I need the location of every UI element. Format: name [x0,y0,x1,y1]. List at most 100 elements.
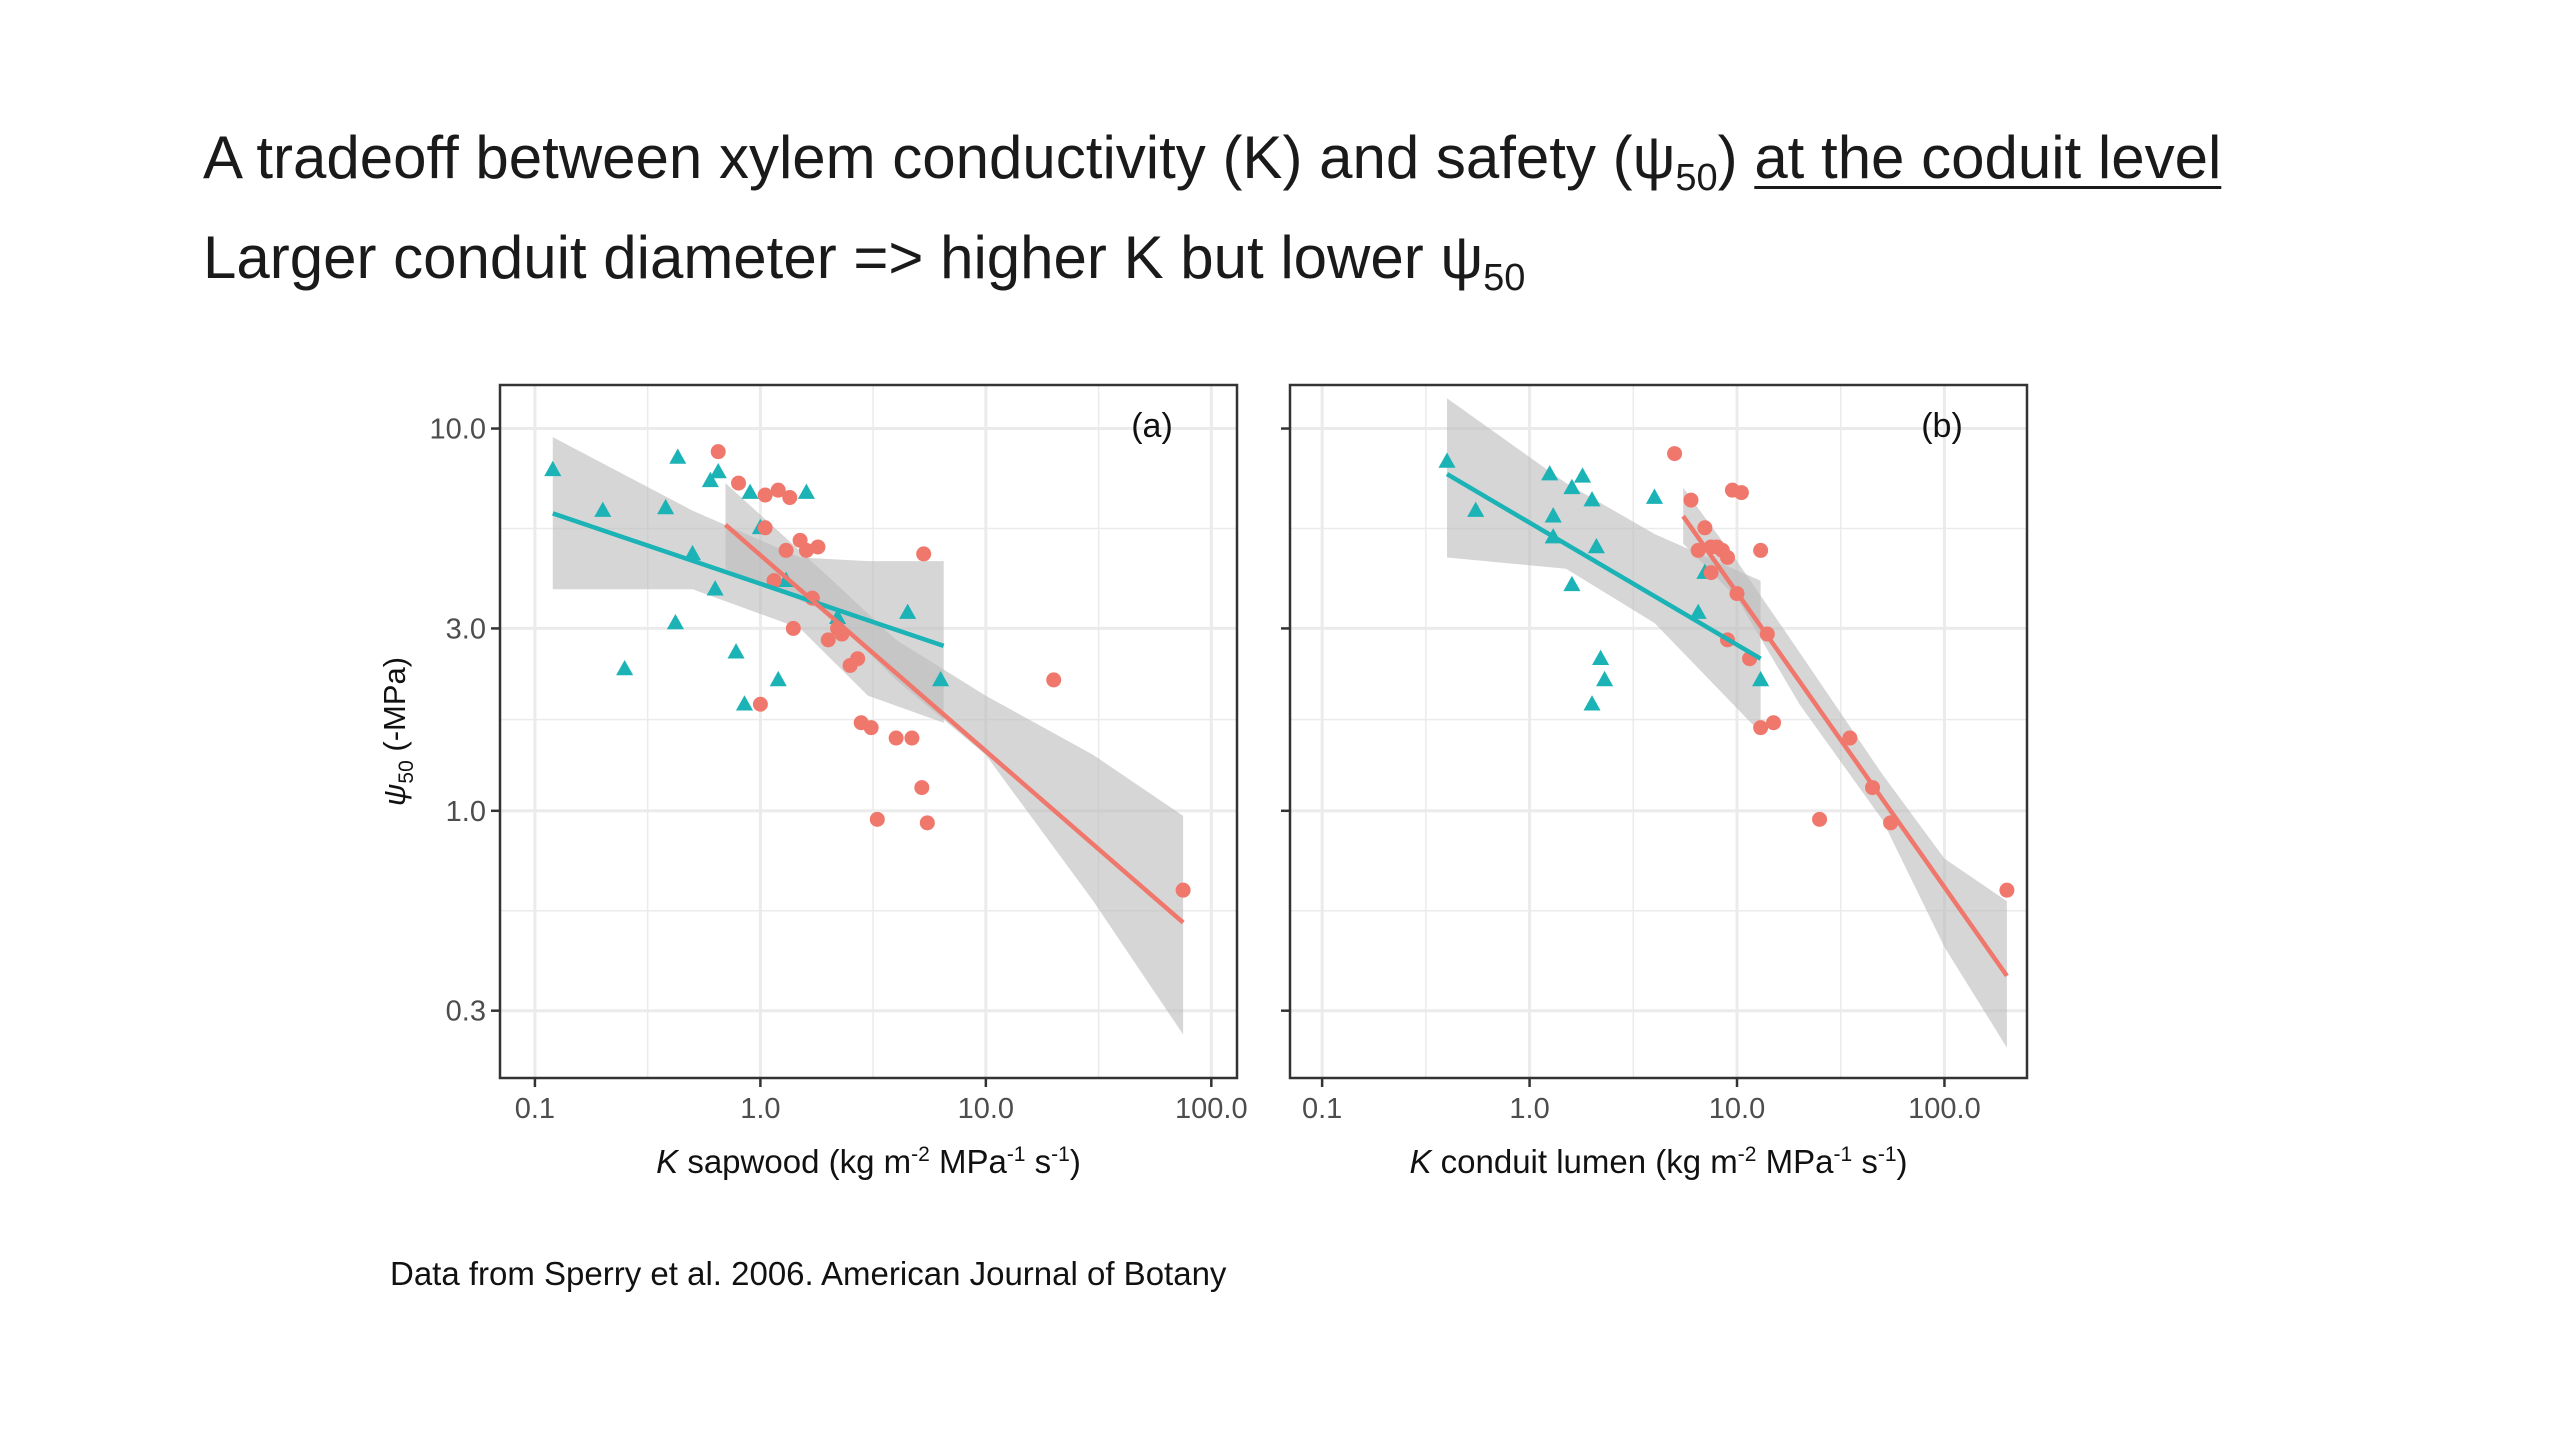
data-point-triangle [657,498,675,515]
title-line-2: Larger conduit diameter => higher K but … [203,218,2221,318]
data-point-triangle [735,695,754,711]
data-point-triangle [727,643,745,659]
slide-title: A tradeoff between xylem conductivity (K… [203,118,2221,318]
data-point-circle [1667,446,1683,462]
panel-a: 0.1 1.0 10.0 100.0 0.3 1.0 3.0 10.0 (a) K sapwood… [430,383,1248,1180]
y-tick-label: 1.0 [446,796,486,828]
x-axis-label-part: conduit lumen (kg m [1431,1143,1737,1180]
x-tick-label: 100.0 [1908,1093,1981,1125]
y-tick-label: 3.0 [446,613,486,645]
x-axis-label: K sapwood (kg m-2 MPa-1 s-1) [656,1143,1081,1180]
data-point-circle [1703,565,1719,581]
data-point-triangle [1563,575,1581,592]
x-axis-label-part: s [1026,1143,1052,1180]
data-point-triangle [1563,478,1581,495]
panel-label: (b) [1921,407,1963,445]
data-point-circle [916,546,932,562]
data-point-circle [1720,549,1736,565]
data-point-triangle [1467,501,1485,517]
x-axis-label-part: sapwood (kg m [678,1143,911,1180]
x-axis-label-part: K [656,1143,680,1180]
data-point-triangle [594,501,612,517]
y-axis-label-units: (-MPa) [377,657,412,760]
x-tick-label: 10.0 [1709,1093,1765,1125]
data-point-circle [766,573,782,589]
x-axis-label-part: -1 [1834,1143,1853,1166]
data-point-circle [1733,485,1749,501]
data-point-triangle [797,483,815,499]
data-point-circle [1753,542,1769,558]
data-point-circle [914,780,930,796]
x-axis-label-part: -1 [1007,1143,1026,1166]
x-axis-label-part: s [1852,1143,1878,1180]
data-point-triangle [899,603,917,619]
data-point-circle [810,539,826,555]
x-axis-label-part: -2 [911,1143,930,1166]
data-point-triangle [1438,452,1456,468]
data-point-circle [770,482,786,498]
title-line-1-subscript: 50 [1675,157,1718,199]
title-line-1-close: ) [1717,124,1738,191]
panel-b: 0.1 1.0 10.0 100.0(b)K conduit lumen (kg m-… [1281,383,2029,1180]
data-point-circle [863,720,879,736]
data-point-triangle [741,483,759,499]
data-point-triangle [1583,695,1601,711]
panel-border [498,383,1239,1080]
data-point-triangle [1583,491,1601,507]
x-tick-label: 1.0 [1509,1093,1549,1125]
data-point-circle [1683,492,1699,508]
data-point-triangle [1544,507,1562,523]
x-axis-label-part: K [1409,1143,1433,1180]
data-point-circle [888,730,904,746]
data-point-triangle [666,613,684,630]
data-point-triangle [701,471,719,488]
data-point-circle [752,696,768,712]
data-point-triangle [1645,488,1664,504]
x-tick-label: 100.0 [1175,1093,1248,1125]
y-axis-label-text: ψ50 (-MPa) [377,657,418,806]
y-axis-label-symbol: ψ [377,784,412,807]
data-point-triangle [1587,537,1605,554]
data-point-triangle [1573,467,1592,483]
y-axis-label: ψ50 (-MPa) [377,657,418,806]
panel-label: (a) [1131,407,1173,445]
data-point-triangle [1541,465,1559,481]
data-point-circle [731,475,747,491]
data-point-triangle [616,659,634,676]
x-axis-label-part: ) [1070,1143,1081,1180]
data-point-circle [757,520,773,536]
x-axis-label-part: ) [1897,1143,1908,1180]
data-point-triangle [1752,670,1770,687]
source-note: Data from Sperry et al. 2006. American J… [390,1255,1227,1292]
data-point-circle [1046,672,1062,688]
fit-line-circle [1681,514,2009,978]
title-line-1: A tradeoff between xylem conductivity (K… [203,118,2221,218]
x-tick-label: 0.1 [515,1093,555,1125]
data-point-circle [1697,520,1713,536]
x-tick-label: 0.1 [1302,1093,1342,1125]
plot-background [1290,385,2027,1078]
y-tick-label: 0.3 [446,996,486,1028]
data-point-triangle [769,670,787,687]
y-axis-label-subscript: 50 [395,760,418,783]
data-point-circle [757,487,773,503]
x-tick-label: 10.0 [958,1093,1014,1125]
data-point-triangle [932,670,950,687]
x-axis-label-part: MPa [1756,1143,1834,1180]
title-line-2-subscript: 50 [1483,257,1526,299]
data-point-circle [850,651,866,667]
data-point-circle [1842,730,1858,746]
data-point-triangle [1596,670,1614,687]
data-point-circle [1766,715,1782,731]
data-point-circle [869,811,885,827]
data-point-circle [1999,882,2015,898]
data-point-triangle [669,448,687,464]
x-axis-label-part: -1 [1051,1143,1070,1166]
data-point-circle [798,542,814,558]
data-point-circle [1753,720,1769,736]
data-point-circle [904,730,920,746]
fit-line-triangle [552,511,945,649]
fit-line-circle [723,523,1185,925]
data-point-triangle [706,580,724,596]
x-axis-label-part: -2 [1738,1143,1757,1166]
